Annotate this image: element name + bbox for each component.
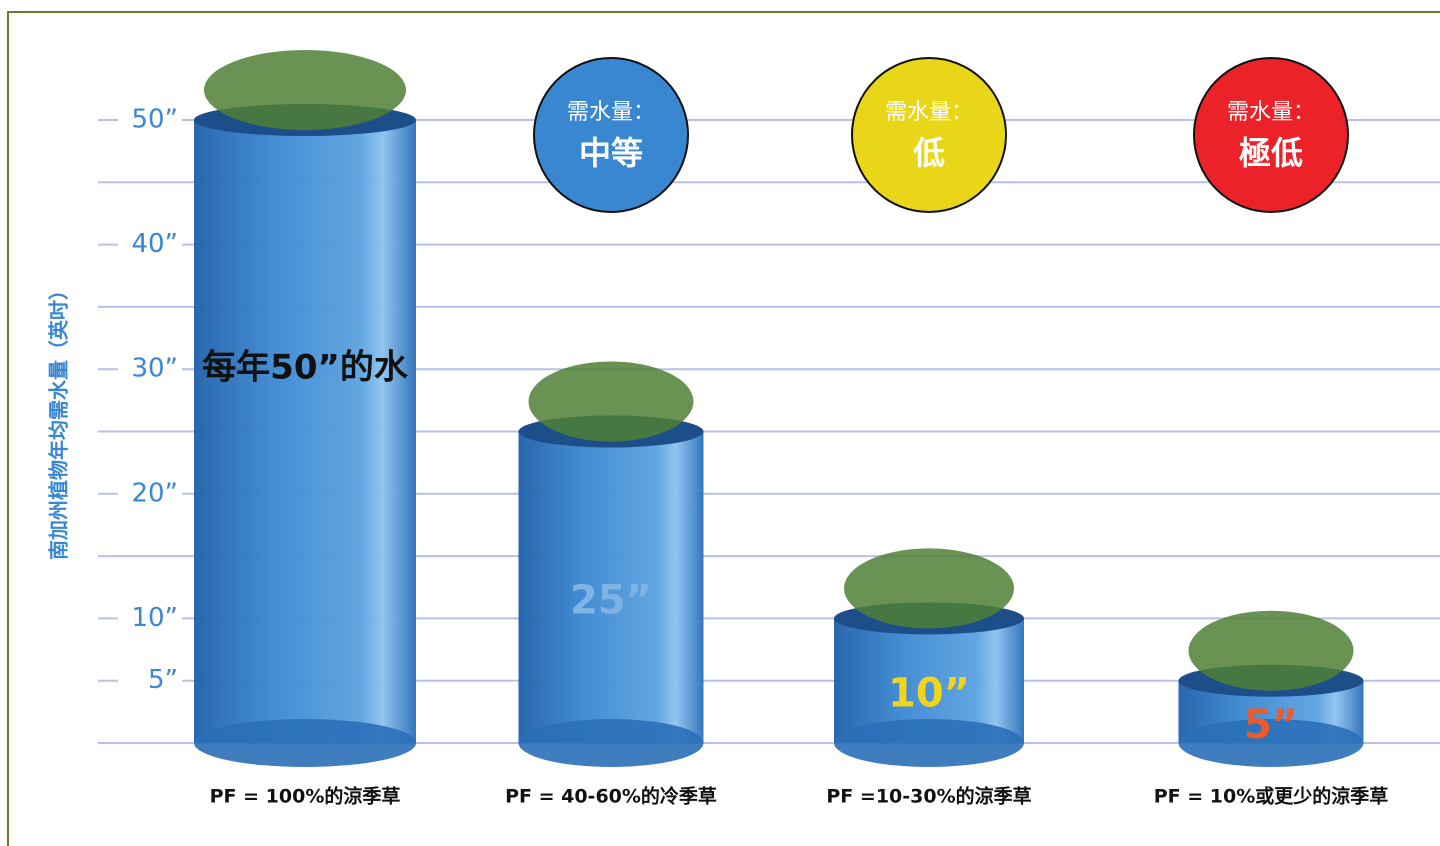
y-tick-label: 40” — [131, 229, 178, 259]
bar — [194, 120, 416, 743]
x-tick-label: PF =10-30%的涼季草 — [826, 785, 1031, 808]
y-tick-label: 20” — [131, 478, 178, 508]
bar-bottom — [834, 719, 1024, 767]
bar-bottom — [518, 719, 704, 767]
badge-level: 極低 — [1239, 134, 1303, 172]
x-tick-label: PF = 40-60%的冷季草 — [505, 785, 717, 808]
bar — [518, 431, 704, 743]
bar-bottom — [1178, 719, 1364, 767]
value-label: 25” — [570, 577, 652, 623]
y-axis-label: 南加州植物年均需水量（英吋） — [47, 280, 71, 560]
bar-bottom — [194, 719, 416, 767]
badge-text: 需水量： — [567, 100, 655, 125]
badge-text: 需水量： — [885, 100, 973, 125]
badge — [851, 57, 1007, 213]
value-label: 10” — [888, 671, 970, 717]
badge-level: 中等 — [579, 134, 643, 172]
plant — [844, 548, 1014, 629]
badge — [533, 57, 689, 213]
value-label: 每年50”的水 — [202, 348, 409, 388]
y-tick-label: 10” — [131, 603, 178, 633]
y-tick-label: 30” — [131, 354, 178, 384]
plant — [1188, 610, 1354, 691]
x-tick-label: PF = 100%的涼季草 — [210, 785, 401, 808]
badge-level: 低 — [913, 134, 945, 172]
plant — [528, 361, 694, 442]
y-tick-label: 50” — [131, 105, 178, 135]
x-tick-label: PF = 10%或更少的涼季草 — [1154, 785, 1389, 808]
badge-text: 需水量： — [1227, 100, 1315, 125]
y-tick-label: 5” — [148, 665, 178, 695]
value-label: 5” — [1244, 702, 1298, 748]
badge — [1193, 57, 1349, 213]
plant — [204, 50, 406, 130]
